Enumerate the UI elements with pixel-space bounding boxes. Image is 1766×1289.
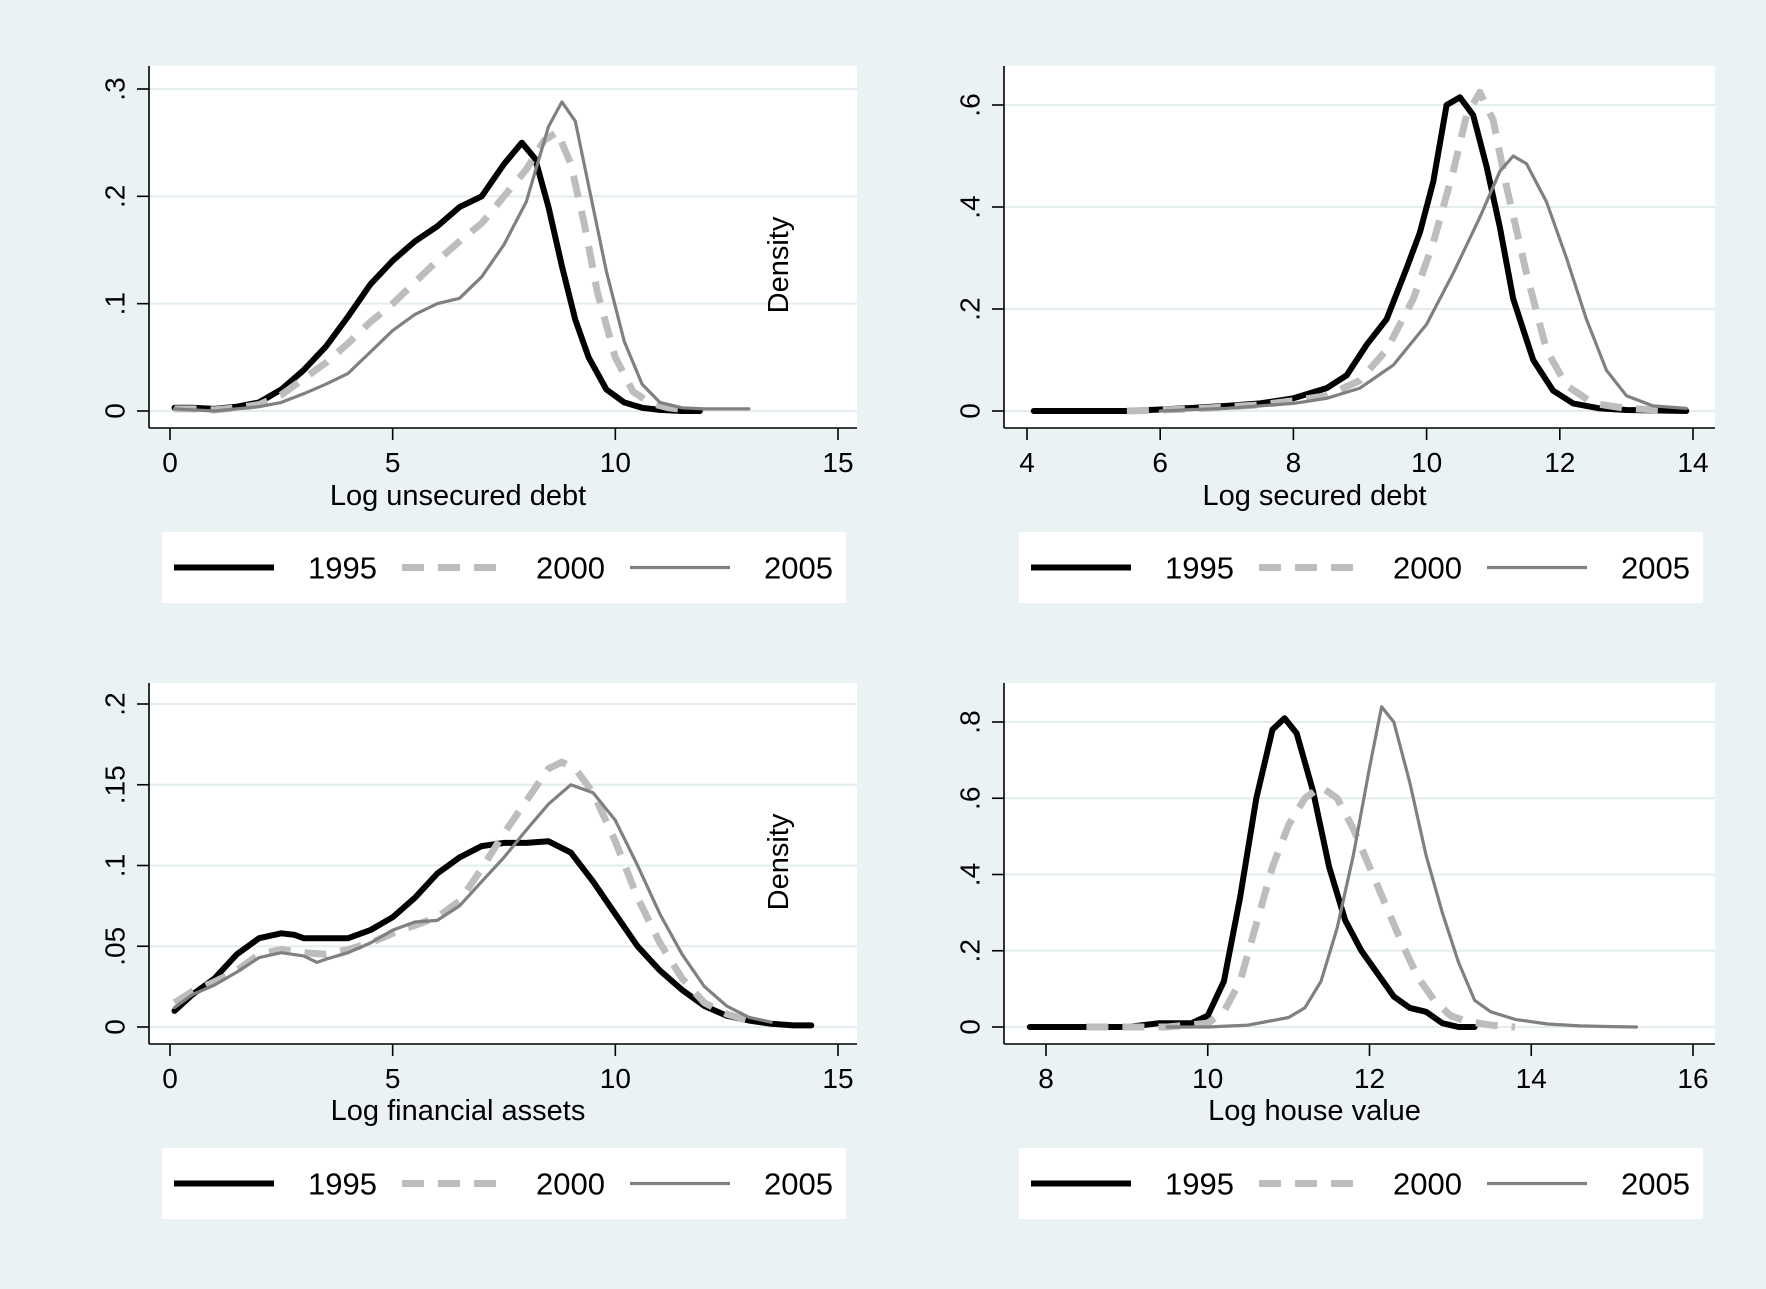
x-tick-label: 5: [385, 447, 401, 478]
y-tick-label: .2: [100, 692, 131, 715]
x-tick-label: 14: [1677, 447, 1708, 478]
plot-area: [1004, 683, 1715, 1044]
y-axis-title: Density: [763, 216, 795, 313]
y-tick-label: .4: [955, 863, 986, 886]
y-tick-label: 0: [955, 403, 986, 419]
y-tick-label: .1: [100, 854, 131, 877]
legend-label: 2000: [1393, 1167, 1462, 1202]
y-tick-label: 0: [955, 1019, 986, 1035]
series-line-2005: [1158, 154, 1688, 413]
x-tick-label: 10: [600, 447, 631, 478]
x-tick-label: 15: [822, 447, 853, 478]
x-axis-title: Log financial assets: [331, 1095, 586, 1127]
y-tick-label: .2: [955, 297, 986, 320]
x-axis-title: Log unsecured debt: [330, 480, 586, 512]
x-tick-label: 15: [822, 1063, 853, 1094]
legend-label: 2000: [536, 1167, 605, 1202]
plot-area: [149, 683, 857, 1044]
chart-panel-2: 0 .2 .4 .6 4 6 8 10 12 14 Log secured debt 1995 2000…: [955, 66, 1715, 603]
x-tick-label: 6: [1152, 447, 1168, 478]
plot-area: [1004, 66, 1715, 428]
legend-box: [1019, 532, 1703, 603]
y-tick-label: .05: [100, 927, 131, 966]
legend-label: 1995: [1165, 551, 1234, 586]
series-line-2005: [172, 100, 751, 413]
x-tick-label: 5: [385, 1063, 401, 1094]
legend-label: 1995: [1165, 1167, 1234, 1202]
series-line-2005: [1165, 705, 1639, 1029]
y-tick-label: .6: [955, 93, 986, 116]
series-line-1995: [171, 139, 703, 414]
x-tick-label: 14: [1516, 1063, 1547, 1094]
y-tick-label: .8: [955, 710, 986, 733]
x-tick-label: 12: [1354, 1063, 1385, 1094]
chart-panel-4: 0 .2 .4 .6 .8 8 10 12 14 16 Log house value 1995 200…: [955, 683, 1715, 1219]
legend-box: [1019, 1148, 1703, 1219]
x-tick-label: 0: [162, 1063, 178, 1094]
x-tick-label: 10: [1411, 447, 1442, 478]
x-tick-label: 8: [1286, 447, 1302, 478]
series-line-1995: [1026, 715, 1478, 1030]
legend-label: 2000: [1393, 551, 1462, 586]
y-tick-label: .15: [100, 765, 131, 804]
legend-box: [162, 532, 846, 603]
legend-label: 2005: [1621, 551, 1690, 586]
legend: 1995 2000 2005: [162, 1148, 846, 1219]
x-axis-title: Log secured debt: [1202, 480, 1426, 512]
x-tick-label: 4: [1019, 447, 1035, 478]
y-tick-label: .4: [955, 195, 986, 218]
y-tick-label: .6: [955, 787, 986, 810]
x-tick-label: 12: [1544, 447, 1575, 478]
y-tick-label: .1: [100, 292, 131, 315]
series-line-2000: [174, 128, 688, 414]
series-line-2000: [172, 758, 750, 1024]
legend: 1995 2000 2005: [162, 532, 846, 603]
chart-panel-3: 0 .05 .1 .15 .2 0 5 10 15 Log financial assets Den…: [100, 683, 857, 1219]
x-tick-label: 10: [600, 1063, 631, 1094]
series-line-2000: [1086, 783, 1516, 1031]
legend-label: 1995: [308, 551, 377, 586]
y-tick-label: 0: [100, 403, 131, 419]
legend-label: 2005: [1621, 1167, 1690, 1202]
y-tick-label: .3: [100, 77, 131, 100]
legend: 1995 2000 2005: [1019, 1148, 1703, 1219]
x-tick-label: 0: [162, 447, 178, 478]
legend-box: [162, 1148, 846, 1219]
legend: 1995 2000 2005: [1019, 532, 1703, 603]
legend-label: 1995: [308, 1167, 377, 1202]
x-tick-label: 10: [1192, 1063, 1223, 1094]
y-tick-label: .2: [955, 939, 986, 962]
y-tick-label: .2: [100, 185, 131, 208]
x-tick-label: 16: [1677, 1063, 1708, 1094]
y-axis-title: Density: [763, 813, 795, 910]
x-tick-label: 8: [1038, 1063, 1054, 1094]
x-axis-title: Log house value: [1208, 1095, 1421, 1127]
legend-label: 2005: [764, 1167, 833, 1202]
legend-label: 2005: [764, 551, 833, 586]
series-line-2005: [172, 783, 773, 1024]
legend-label: 2000: [536, 551, 605, 586]
y-tick-label: 0: [100, 1019, 131, 1035]
chart-panel-1: 0 .1 .2 .3 0 5 10 15 Log unsecured debt Density 19…: [100, 66, 857, 603]
